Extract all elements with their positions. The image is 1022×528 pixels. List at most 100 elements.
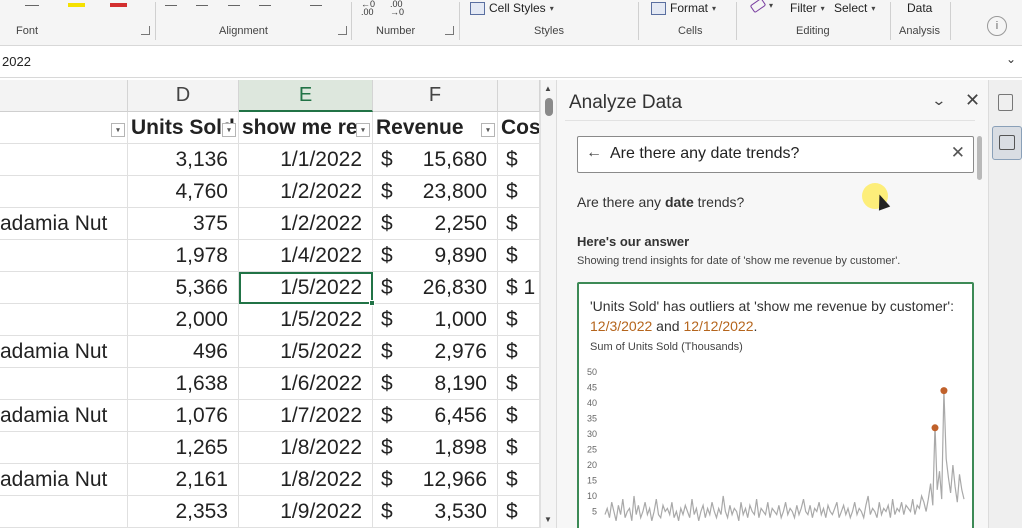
product-cell[interactable] [0, 496, 128, 528]
decrease-decimal-button[interactable]: .00 →0 [390, 0, 404, 17]
units-sold-cell[interactable]: 5,366 [128, 272, 239, 304]
date-cell[interactable]: 1/2/2022 [239, 176, 373, 208]
highlight-color-swatch[interactable] [68, 3, 85, 7]
product-cell[interactable] [0, 304, 128, 336]
formula-bar[interactable]: 2022 ⌄ [0, 46, 1022, 78]
product-cell[interactable] [0, 432, 128, 464]
column-header-c[interactable] [0, 80, 128, 112]
units-sold-cell[interactable]: 2,353 [128, 496, 239, 528]
units-sold-cell[interactable]: 3,136 [128, 144, 239, 176]
header-cell-revenue[interactable]: Revenue ▾ [373, 112, 498, 144]
units-sold-cell[interactable]: 1,265 [128, 432, 239, 464]
revenue-cell[interactable]: $23,800 [373, 176, 498, 208]
format-button[interactable]: Format ▾ [651, 1, 716, 15]
document-icon[interactable] [998, 94, 1013, 111]
product-cell[interactable] [0, 368, 128, 400]
date-cell[interactable]: 1/2/2022 [239, 208, 373, 240]
font-color-swatch[interactable] [110, 3, 127, 7]
units-sold-cell[interactable]: 4,760 [128, 176, 239, 208]
revenue-cell[interactable]: $26,830 [373, 272, 498, 304]
insight-card[interactable]: 'Units Sold' has outliers at 'show me re… [577, 282, 974, 528]
spreadsheet-grid[interactable]: D E F ▾ Units Sold ▾ show me re ▾ Revenue ▾ Cos… [0, 80, 540, 528]
date-cell[interactable]: 1/5/2022 [239, 272, 373, 304]
product-cell[interactable] [0, 240, 128, 272]
units-sold-cell[interactable]: 2,000 [128, 304, 239, 336]
pane-scrollbar[interactable] [975, 136, 985, 180]
filter-button[interactable]: Filter ▾ [790, 1, 825, 15]
units-sold-cell[interactable]: 496 [128, 336, 239, 368]
units-sold-cell[interactable]: 2,161 [128, 464, 239, 496]
filter-dropdown-icon[interactable]: ▾ [481, 123, 495, 137]
units-sold-cell[interactable]: 1,076 [128, 400, 239, 432]
cost-cell[interactable]: $ [498, 368, 540, 400]
filter-dropdown-icon[interactable]: ▾ [111, 123, 125, 137]
revenue-cell[interactable]: $6,456 [373, 400, 498, 432]
close-icon[interactable]: ✕ [950, 143, 965, 162]
date-cell[interactable]: 1/5/2022 [239, 336, 373, 368]
product-cell[interactable]: adamia Nut [0, 400, 128, 432]
cost-cell[interactable]: $ [498, 432, 540, 464]
cost-cell[interactable]: $ [498, 176, 540, 208]
filter-dropdown-icon[interactable]: ▾ [356, 123, 370, 137]
cost-cell[interactable]: $ [498, 208, 540, 240]
revenue-cell[interactable]: $9,890 [373, 240, 498, 272]
date-cell[interactable]: 1/5/2022 [239, 304, 373, 336]
fill-handle[interactable] [369, 300, 375, 306]
revenue-cell[interactable]: $1,000 [373, 304, 498, 336]
select-button[interactable]: Select ▾ [834, 1, 875, 15]
header-cell-product[interactable]: ▾ [0, 112, 128, 144]
header-cell-cost[interactable]: Cos [498, 112, 540, 144]
chevron-down-icon[interactable]: ⌄ [931, 92, 947, 108]
product-cell[interactable] [0, 272, 128, 304]
filter-dropdown-icon[interactable]: ▾ [222, 123, 236, 137]
ribbon-options-icon[interactable]: i [987, 16, 1007, 36]
revenue-cell[interactable]: $2,250 [373, 208, 498, 240]
cost-cell[interactable]: $ [498, 240, 540, 272]
cost-cell[interactable]: $ [498, 144, 540, 176]
sheet-scrollbar[interactable]: ▲ ▼ [540, 80, 556, 528]
product-cell[interactable] [0, 144, 128, 176]
formula-bar-value[interactable]: 2022 [2, 54, 31, 69]
product-cell[interactable] [0, 176, 128, 208]
scroll-down-arrow-icon[interactable]: ▼ [544, 515, 552, 524]
outlier-marker[interactable] [940, 387, 948, 395]
search-input[interactable] [610, 145, 940, 163]
cost-cell[interactable]: $ [498, 464, 540, 496]
clear-button[interactable]: ▾ [749, 0, 773, 14]
column-header-f[interactable]: F [373, 80, 498, 112]
analyze-data-pane-button[interactable] [992, 126, 1022, 160]
cost-cell[interactable]: $ [498, 496, 540, 528]
product-cell[interactable]: adamia Nut [0, 464, 128, 496]
date-cell[interactable]: 1/8/2022 [239, 464, 373, 496]
cost-cell[interactable]: $ [498, 304, 540, 336]
date-cell[interactable]: 1/7/2022 [239, 400, 373, 432]
revenue-cell[interactable]: $8,190 [373, 368, 498, 400]
date-cell[interactable]: 1/8/2022 [239, 432, 373, 464]
units-sold-cell[interactable]: 375 [128, 208, 239, 240]
scroll-thumb[interactable] [545, 98, 553, 116]
font-dialog-launcher-icon[interactable] [141, 26, 150, 35]
column-header-e[interactable]: E [239, 80, 373, 112]
back-arrow-icon[interactable]: ← [586, 144, 602, 161]
number-dialog-launcher-icon[interactable] [445, 26, 454, 35]
revenue-cell[interactable]: $2,976 [373, 336, 498, 368]
header-cell-units-sold[interactable]: Units Sold ▾ [128, 112, 239, 144]
cost-cell[interactable]: $ [498, 336, 540, 368]
revenue-cell[interactable]: $3,530 [373, 496, 498, 528]
revenue-cell[interactable]: $1,898 [373, 432, 498, 464]
product-cell[interactable]: adamia Nut [0, 336, 128, 368]
alignment-dialog-launcher-icon[interactable] [338, 26, 347, 35]
pane-scroll-thumb[interactable] [977, 136, 982, 180]
date-cell[interactable]: 1/9/2022 [239, 496, 373, 528]
date-cell[interactable]: 1/6/2022 [239, 368, 373, 400]
cell-styles-button[interactable]: Cell Styles ▾ [470, 1, 554, 15]
increase-decimal-button[interactable]: ←0.00 [361, 0, 375, 17]
search-box[interactable]: ← ✕ [577, 136, 974, 173]
units-sold-cell[interactable]: 1,978 [128, 240, 239, 272]
outlier-marker[interactable] [931, 424, 939, 432]
date-cell[interactable]: 1/4/2022 [239, 240, 373, 272]
analyze-data-button[interactable]: Data [907, 1, 932, 15]
header-cell-show-me[interactable]: show me re ▾ [239, 112, 373, 144]
cost-cell[interactable]: $ [498, 400, 540, 432]
chevron-down-icon[interactable]: ⌄ [1005, 52, 1016, 66]
